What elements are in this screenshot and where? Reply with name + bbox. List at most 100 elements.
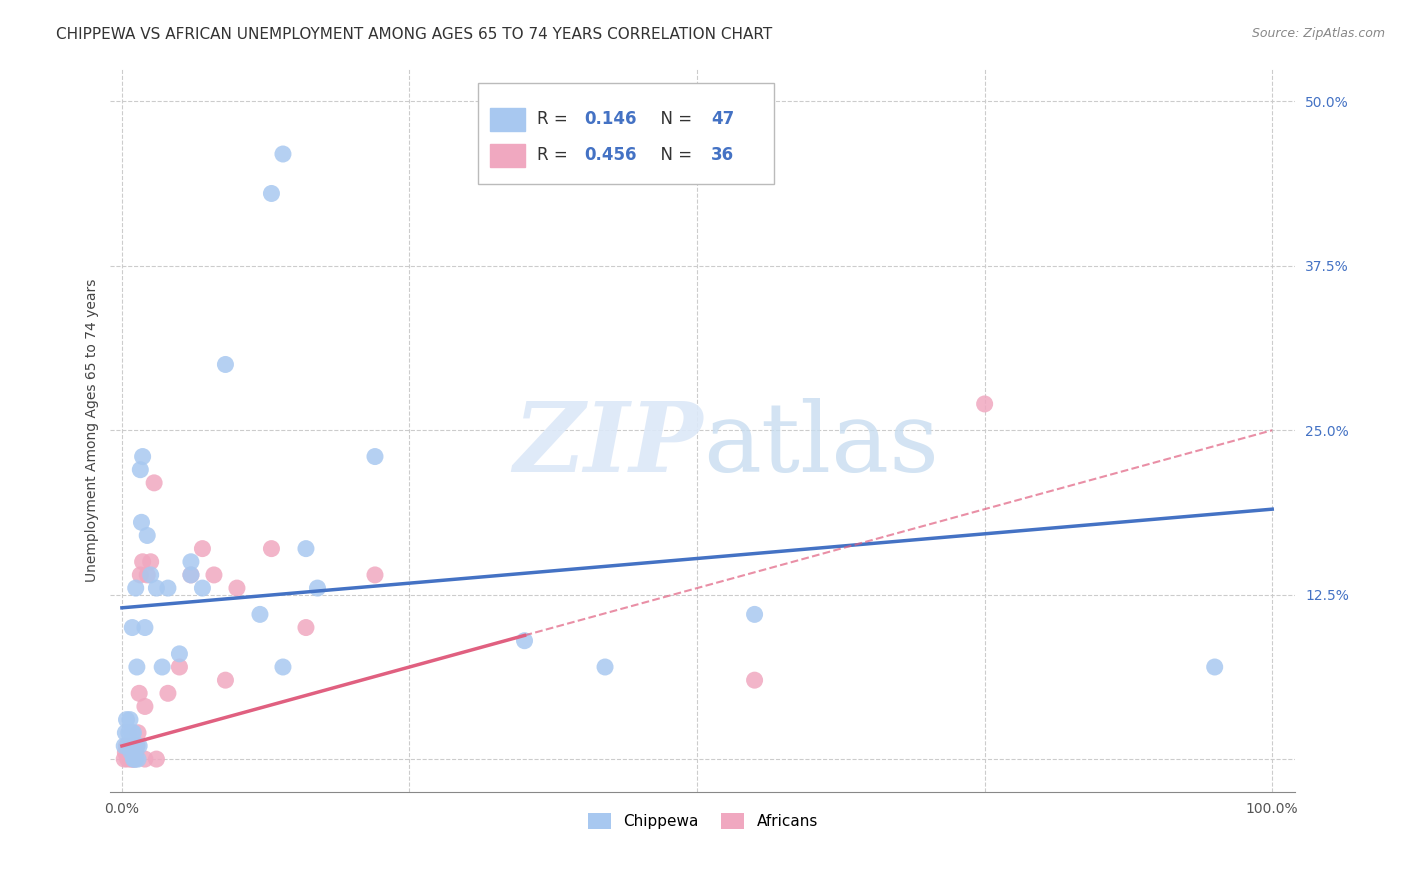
Point bbox=[117, 739, 139, 753]
Text: R =: R = bbox=[537, 146, 572, 164]
Point bbox=[121, 725, 143, 739]
Point bbox=[180, 568, 202, 582]
Point bbox=[295, 621, 318, 635]
Point bbox=[112, 752, 135, 766]
Point bbox=[127, 725, 149, 739]
Point bbox=[593, 660, 616, 674]
Point bbox=[169, 647, 191, 661]
Point bbox=[115, 739, 138, 753]
Point bbox=[143, 475, 166, 490]
Point bbox=[307, 581, 329, 595]
Point bbox=[122, 739, 145, 753]
Point bbox=[139, 555, 162, 569]
Point bbox=[118, 713, 141, 727]
Text: N =: N = bbox=[650, 110, 697, 128]
Text: ZIP: ZIP bbox=[513, 398, 703, 491]
Point bbox=[121, 752, 143, 766]
Point bbox=[118, 739, 141, 753]
Text: R =: R = bbox=[537, 110, 572, 128]
Text: N =: N = bbox=[650, 146, 697, 164]
Text: 0.456: 0.456 bbox=[585, 146, 637, 164]
Point bbox=[120, 746, 142, 760]
Point bbox=[271, 147, 294, 161]
Point bbox=[125, 746, 148, 760]
Point bbox=[118, 739, 141, 753]
Text: 0.146: 0.146 bbox=[585, 110, 637, 128]
Point bbox=[120, 739, 142, 753]
Point bbox=[180, 555, 202, 569]
Text: 47: 47 bbox=[711, 110, 734, 128]
FancyBboxPatch shape bbox=[489, 145, 524, 168]
Point bbox=[118, 725, 141, 739]
Point bbox=[127, 752, 149, 766]
Point bbox=[169, 660, 191, 674]
FancyBboxPatch shape bbox=[478, 83, 773, 185]
Point bbox=[128, 739, 150, 753]
Text: atlas: atlas bbox=[703, 398, 939, 491]
Point bbox=[364, 568, 387, 582]
Point bbox=[180, 568, 202, 582]
Point bbox=[128, 686, 150, 700]
Point bbox=[202, 568, 225, 582]
Point bbox=[125, 739, 148, 753]
Point bbox=[150, 660, 173, 674]
Point bbox=[973, 397, 995, 411]
Point bbox=[156, 686, 179, 700]
Point bbox=[122, 739, 145, 753]
Point bbox=[744, 607, 766, 622]
Text: 36: 36 bbox=[711, 146, 734, 164]
Point bbox=[124, 739, 146, 753]
Point bbox=[129, 568, 152, 582]
Point bbox=[1204, 660, 1226, 674]
Legend: Chippewa, Africans: Chippewa, Africans bbox=[582, 806, 824, 835]
Point bbox=[134, 752, 156, 766]
Point bbox=[125, 739, 148, 753]
Text: CHIPPEWA VS AFRICAN UNEMPLOYMENT AMONG AGES 65 TO 74 YEARS CORRELATION CHART: CHIPPEWA VS AFRICAN UNEMPLOYMENT AMONG A… bbox=[56, 27, 772, 42]
Point bbox=[226, 581, 249, 595]
Point bbox=[271, 660, 294, 674]
FancyBboxPatch shape bbox=[489, 108, 524, 131]
Point bbox=[134, 621, 156, 635]
Point bbox=[114, 725, 136, 739]
Point bbox=[513, 633, 536, 648]
Point bbox=[260, 541, 283, 556]
Point bbox=[131, 516, 153, 530]
Point bbox=[117, 752, 139, 766]
Point bbox=[129, 463, 152, 477]
Text: Source: ZipAtlas.com: Source: ZipAtlas.com bbox=[1251, 27, 1385, 40]
Point bbox=[118, 746, 141, 760]
Point bbox=[115, 713, 138, 727]
Point bbox=[136, 568, 159, 582]
Point bbox=[131, 450, 153, 464]
Point bbox=[125, 752, 148, 766]
Point bbox=[125, 581, 148, 595]
Point bbox=[134, 699, 156, 714]
Point bbox=[191, 541, 214, 556]
Point bbox=[136, 528, 159, 542]
Point bbox=[124, 752, 146, 766]
Point bbox=[145, 752, 167, 766]
Point bbox=[112, 739, 135, 753]
Point bbox=[125, 660, 148, 674]
Y-axis label: Unemployment Among Ages 65 to 74 years: Unemployment Among Ages 65 to 74 years bbox=[86, 278, 100, 582]
Point bbox=[121, 621, 143, 635]
Point bbox=[120, 746, 142, 760]
Point bbox=[156, 581, 179, 595]
Point bbox=[131, 555, 153, 569]
Point bbox=[124, 752, 146, 766]
Point bbox=[145, 581, 167, 595]
Point bbox=[744, 673, 766, 688]
Point bbox=[260, 186, 283, 201]
Point bbox=[139, 568, 162, 582]
Point bbox=[114, 746, 136, 760]
Point bbox=[214, 358, 236, 372]
Point bbox=[295, 541, 318, 556]
Point bbox=[364, 450, 387, 464]
Point bbox=[214, 673, 236, 688]
Point bbox=[191, 581, 214, 595]
Point bbox=[120, 752, 142, 766]
Point bbox=[122, 725, 145, 739]
Point bbox=[121, 739, 143, 753]
Point bbox=[122, 752, 145, 766]
Point bbox=[249, 607, 271, 622]
